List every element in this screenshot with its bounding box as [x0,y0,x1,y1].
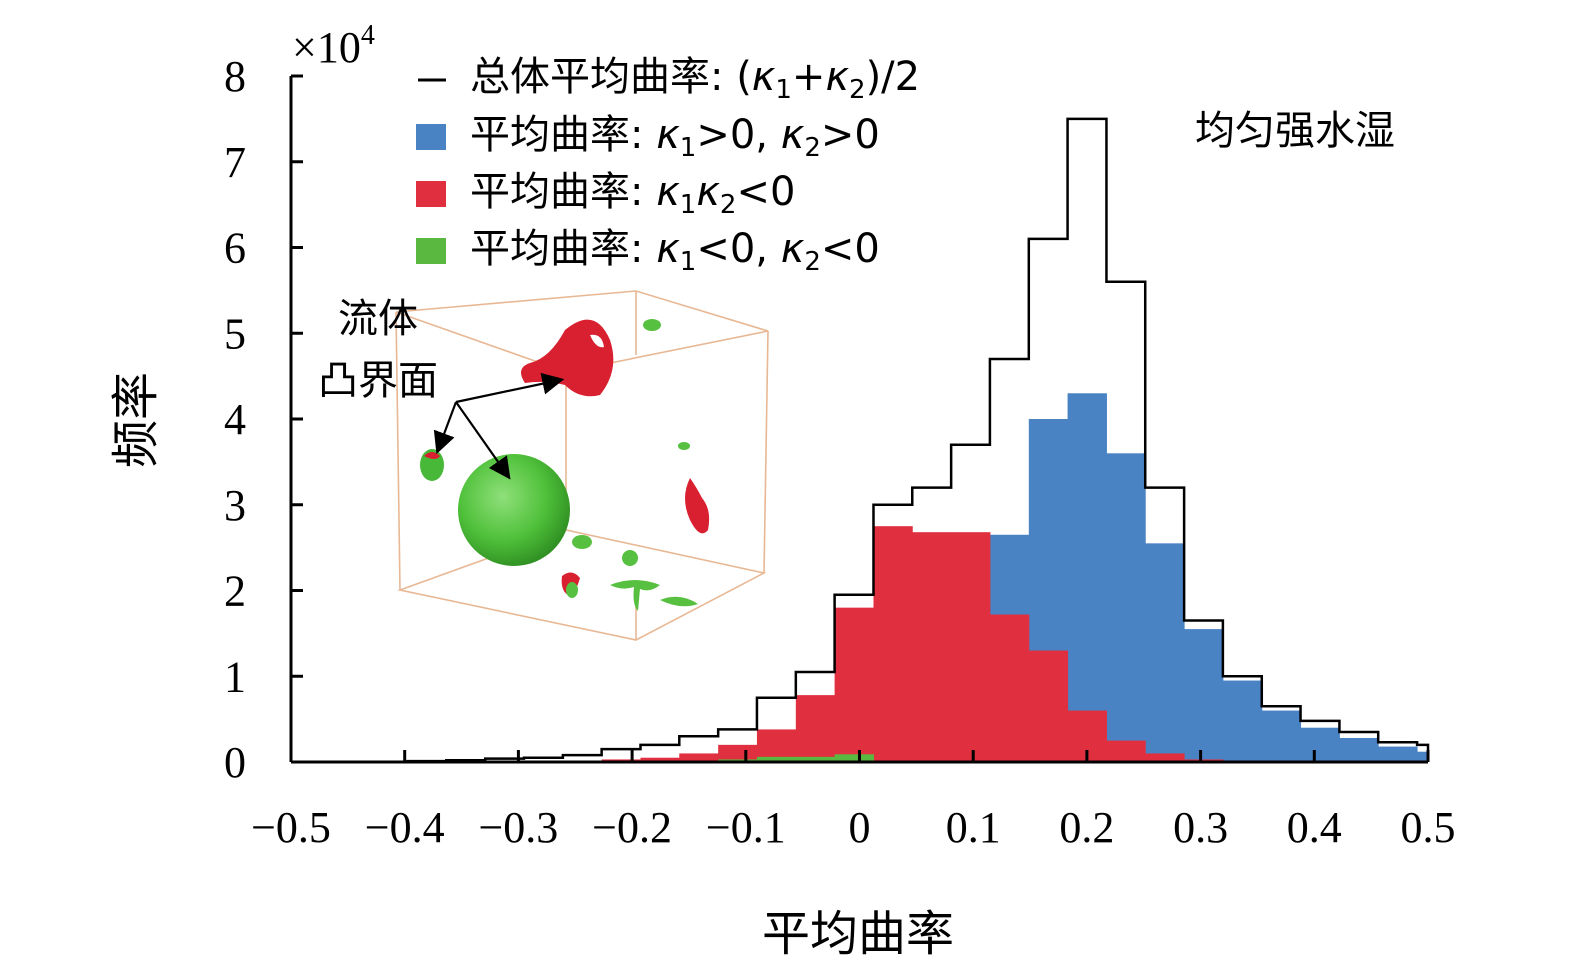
green-fragment-bottom-5 [566,582,578,598]
y-tick-label: 6 [224,224,246,273]
bar-red [1028,650,1069,762]
red-interface-right [685,478,710,534]
y-axis-ticks: 0 1 2 3 4 5 6 7 8 [224,52,303,787]
bar-blue [1417,751,1429,762]
inset-annotation-line2: 凸界面 [318,358,438,404]
series-red-bars [601,526,1224,762]
inset-3d-view [395,290,771,642]
green-droplet-large [458,454,570,566]
bar-blue [1300,727,1340,762]
y-tick-label: 5 [224,309,246,358]
bar-red [951,532,991,762]
bar-red [718,744,758,762]
bar-blue [1184,629,1224,762]
y-tick-label: 7 [224,138,246,187]
y-tick-label: 3 [224,481,246,530]
green-fragment-bottom-4 [660,596,698,607]
y-tick-label: 8 [224,52,246,101]
y-tick-label: 4 [224,395,246,444]
legend-label-red: 平均曲率: κ1κ2<0 [470,169,795,220]
bar-red [756,729,797,762]
bar-red [912,532,952,762]
legend-swatch-green [416,238,446,264]
legend-label-total: 总体平均曲率: (κ1+κ2)/2 [470,54,920,105]
inset-annotation-line1: 流体 [338,296,418,342]
bar-red [1145,753,1185,762]
inset-annotation-arrows [433,372,565,480]
series-total-outline [291,117,1430,764]
green-fragment-bottom-2 [622,550,638,566]
bar-green [756,756,797,762]
green-fragment-bottom-3 [610,580,660,611]
x-tick-label: 0.2 [1059,803,1114,852]
y-tick-label: 2 [224,567,246,616]
y-tick-label: 1 [224,652,246,701]
x-tick-label: −0.1 [706,803,786,852]
bar-blue [1378,746,1418,762]
x-tick-label: 0.5 [1401,803,1456,852]
green-fragment-top-right [643,319,661,331]
bar-green [834,754,874,762]
x-tick-label: −0.5 [251,803,331,852]
green-fragment-bottom-1 [572,535,592,549]
x-axis-title: 平均曲率 [762,906,954,962]
bar-red [795,695,836,762]
bar-blue [1222,680,1263,762]
y-tick-label: 0 [224,738,246,787]
bar-blue [1106,453,1146,762]
legend-label-green: 平均曲率: κ1<0, κ2<0 [470,226,880,277]
legend: 总体平均曲率: (κ1+κ2)/2 平均曲率: κ1>0, κ2>0 平均曲率:… [416,54,920,277]
bar-red [1106,740,1146,762]
x-tick-label: 0.1 [946,803,1001,852]
x-tick-label: −0.2 [592,803,672,852]
x-tick-label: −0.4 [365,803,445,852]
x-axis-ticks: −0.5 −0.4 −0.3 −0.2 −0.1 0 0.1 0.2 0.3 0.4 0.5 [251,750,1456,852]
x-tick-label: −0.3 [478,803,558,852]
condition-annotation: 均匀强水湿 [1195,108,1395,154]
green-fragment-right [678,442,690,450]
series-blue-bars [989,393,1429,762]
x-tick-label: 0 [849,803,871,852]
bar-red [640,757,680,762]
bar-blue [1145,543,1185,762]
bar-blue [1261,710,1302,762]
legend-swatch-blue [416,124,446,150]
legend-swatch-red [416,181,446,207]
y-multiplier: ×104 [292,20,375,72]
bar-green [795,756,836,762]
bar-blue [1067,393,1107,762]
x-tick-label: 0.4 [1287,803,1342,852]
x-tick-label: 0.3 [1173,803,1228,852]
bar-red [834,607,874,762]
bar-red [679,753,719,762]
bar-blue [1339,737,1379,762]
white-highlight-top [590,334,604,348]
bar-red [989,614,1030,762]
y-axis-title: 频率 [108,372,164,468]
legend-label-blue: 平均曲率: κ1>0, κ2>0 [470,112,880,163]
bar-red [873,526,913,762]
